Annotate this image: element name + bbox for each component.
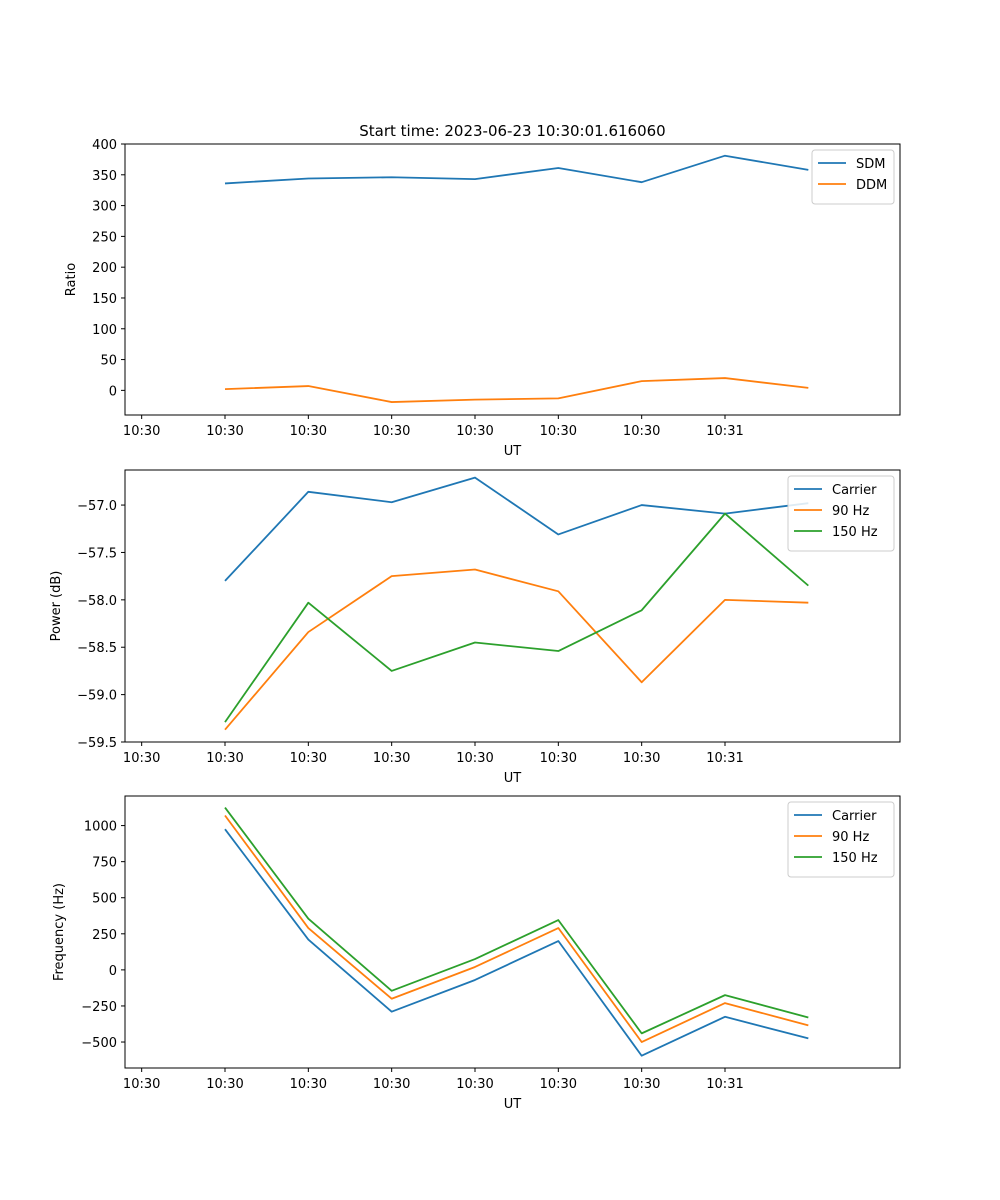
- series-line-carrier: [224, 828, 809, 1057]
- x-tick-label: 10:30: [456, 1077, 493, 1092]
- legend: [787, 475, 895, 552]
- axes-frame: [124, 469, 901, 743]
- figure-title: Start time: 2023-06-23 10:30:01.616060: [359, 122, 665, 140]
- y-axis-label: Frequency (Hz): [52, 883, 67, 981]
- legend-label: Carrier: [832, 483, 877, 498]
- y-axis-label: Ratio: [64, 263, 79, 296]
- y-tick-label: 150: [92, 292, 117, 307]
- legend-label: 150 Hz: [832, 851, 878, 866]
- legend-label: 150 Hz: [832, 525, 878, 540]
- panel-ratio: 10:30 10:30 10:30 10:30 10:30 10:30 10:30 10:31…: [64, 138, 901, 459]
- y-tick-label: 50: [100, 354, 117, 369]
- legend-label: SDM: [856, 157, 885, 172]
- y-axis-label: Power (dB): [49, 571, 64, 642]
- legend: [787, 801, 895, 878]
- x-tick-label: 10:30: [123, 751, 160, 766]
- x-tick-label: 10:30: [206, 424, 243, 439]
- x-tick-label: 10:30: [123, 1077, 160, 1092]
- x-tick-label: 10:30: [373, 424, 410, 439]
- x-axis-label: UT: [504, 444, 522, 459]
- x-tick-label: 10:30: [456, 424, 493, 439]
- x-axis-label: UT: [504, 1097, 522, 1112]
- x-tick-label: 10:30: [290, 751, 327, 766]
- y-tick-label: 250: [92, 230, 117, 245]
- x-tick-label: 10:30: [623, 424, 660, 439]
- series-line-90-hz: [224, 814, 809, 1043]
- x-tick-label: 10:30: [290, 424, 327, 439]
- y-tick-label: 300: [92, 200, 117, 215]
- legend-label: DDM: [856, 178, 887, 193]
- x-tick-label: 10:30: [540, 1077, 577, 1092]
- axes-frame: [124, 795, 901, 1069]
- panel-frequency: 10:30 10:30 10:30 10:30 10:30 10:30 10:30 10:31…: [52, 795, 901, 1112]
- x-tick-label: 10:30: [623, 1077, 660, 1092]
- x-tick-label: 10:30: [206, 1077, 243, 1092]
- legend-label: Carrier: [832, 809, 877, 824]
- series-line-150-hz: [224, 806, 809, 1035]
- x-tick-label: 10:30: [456, 751, 493, 766]
- legend-label: 90 Hz: [832, 830, 869, 845]
- legend-label: 90 Hz: [832, 504, 869, 519]
- x-tick-label: 10:30: [623, 751, 660, 766]
- x-axis-label: UT: [504, 771, 522, 786]
- y-tick-label: −59.5: [77, 736, 117, 751]
- axes-frame: [124, 143, 901, 416]
- y-tick-label: 0: [109, 964, 117, 979]
- x-tick-label: 10:30: [290, 1077, 327, 1092]
- series-line-ddm: [224, 377, 809, 403]
- x-tick-label: 10:30: [373, 751, 410, 766]
- y-tick-label: −250: [81, 1000, 117, 1015]
- y-tick-label: −58.5: [77, 641, 117, 656]
- series-line-sdm: [224, 154, 809, 185]
- panel-power: 10:30 10:30 10:30 10:30 10:30 10:30 10:30 10:31…: [49, 469, 901, 786]
- y-tick-label: −57.0: [77, 499, 117, 514]
- y-tick-label: −57.5: [77, 546, 117, 561]
- x-tick-label: 10:30: [540, 751, 577, 766]
- y-tick-label: −59.0: [77, 689, 117, 704]
- x-tick-label: 10:31: [706, 424, 743, 439]
- y-tick-label: 100: [92, 323, 117, 338]
- series-line-carrier: [224, 476, 809, 582]
- x-tick-label: 10:31: [706, 751, 743, 766]
- x-tick-label: 10:30: [123, 424, 160, 439]
- y-tick-label: 200: [92, 261, 117, 276]
- series-line-150-hz: [224, 512, 809, 723]
- x-tick-label: 10:30: [540, 424, 577, 439]
- y-tick-label: 400: [92, 138, 117, 153]
- y-tick-label: 1000: [84, 820, 117, 835]
- x-tick-label: 10:30: [373, 1077, 410, 1092]
- y-tick-label: −500: [81, 1036, 117, 1051]
- y-tick-label: −58.0: [77, 594, 117, 609]
- series-line-90-hz: [224, 568, 809, 731]
- x-tick-label: 10:30: [206, 751, 243, 766]
- y-tick-label: 250: [92, 928, 117, 943]
- y-tick-label: 350: [92, 169, 117, 184]
- y-tick-label: 0: [109, 384, 117, 399]
- y-tick-label: 500: [92, 892, 117, 907]
- y-tick-label: 750: [92, 856, 117, 871]
- x-tick-label: 10:31: [706, 1077, 743, 1092]
